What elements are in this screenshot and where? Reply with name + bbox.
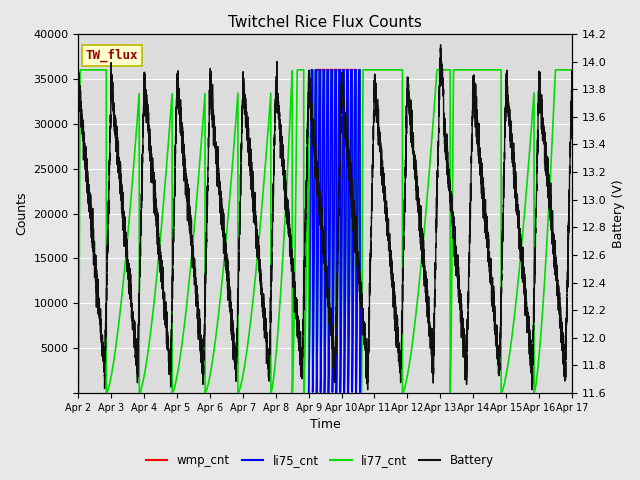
Legend: wmp_cnt, li75_cnt, li77_cnt, Battery: wmp_cnt, li75_cnt, li77_cnt, Battery [141, 449, 499, 472]
X-axis label: Time: Time [310, 419, 340, 432]
Y-axis label: Battery (V): Battery (V) [612, 179, 625, 248]
Y-axis label: Counts: Counts [15, 192, 28, 235]
Text: TW_flux: TW_flux [86, 49, 138, 62]
Title: Twitchel Rice Flux Counts: Twitchel Rice Flux Counts [228, 15, 422, 30]
